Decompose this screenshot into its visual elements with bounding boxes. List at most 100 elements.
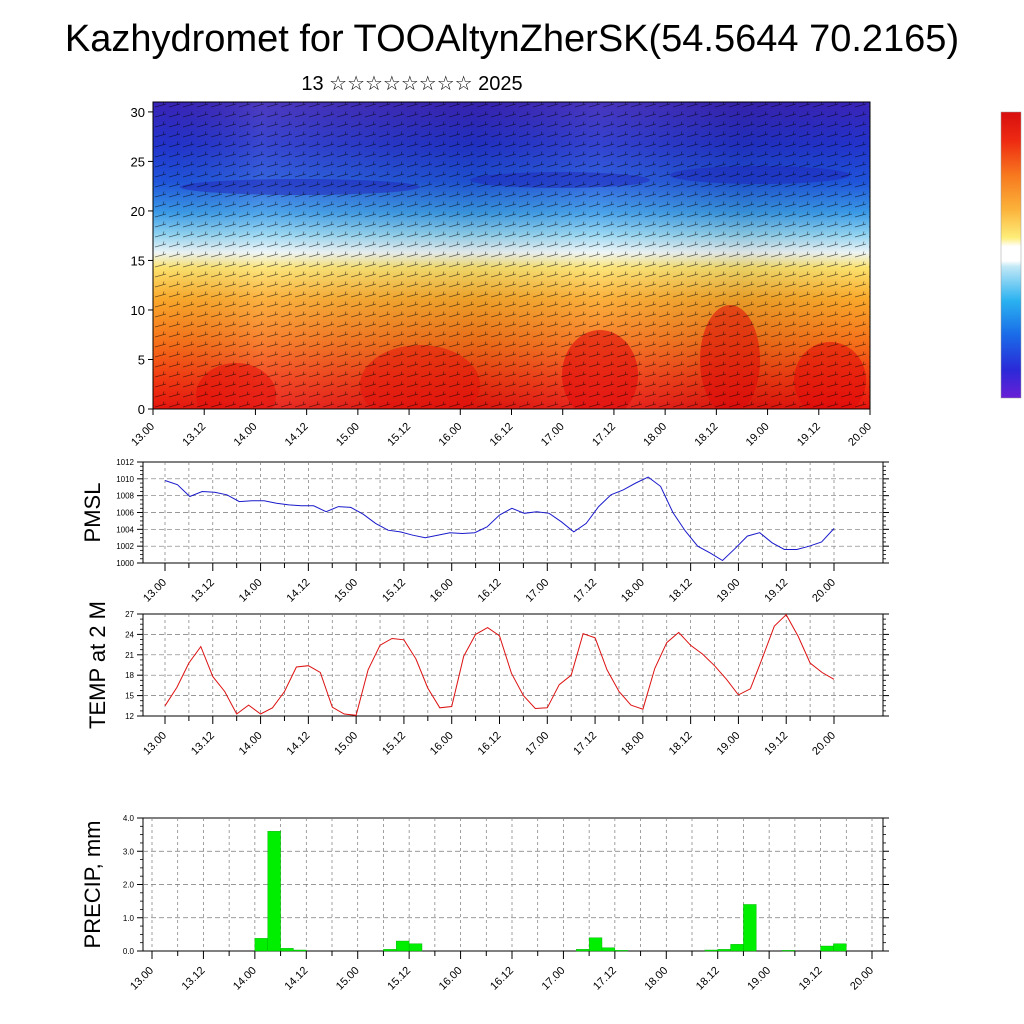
x-tick-label: 16.12 [476,730,504,758]
precip-bar [743,904,757,952]
y-tick-label: 0.0 [123,947,135,956]
x-tick-label: 13.00 [141,730,169,758]
y-tick-label: 1004 [116,525,134,534]
x-tick-label: 15.00 [334,421,362,449]
x-tick-label: 18.00 [641,421,669,449]
x-tick-label: 13.12 [189,577,217,605]
x-tick-label: 15.00 [332,577,360,605]
y-tick-label: 24 [125,630,134,639]
y-tick-label: 3.0 [123,847,135,856]
y-tick-label: 15 [125,692,134,701]
precip-bar [588,937,603,952]
chart-subtitle: 13 ☆☆☆☆☆☆☆☆ 2025 [301,73,523,95]
x-tick-label: 19.00 [715,730,743,758]
y-tick-label: 12 [125,712,134,721]
precip-bar [408,943,423,952]
panel-frame [142,613,884,717]
y-tick-label: 27 [125,610,134,619]
y-tick-label: 18 [125,671,134,680]
y-tick-label: 0 [138,402,145,417]
x-tick-label: 15.12 [385,421,413,449]
y-tick-label: 30 [131,105,145,120]
x-tick-label: 14.12 [285,577,313,605]
precip-bar [576,949,590,952]
y-tick-label: 1006 [116,509,134,518]
x-tick-label: 14.00 [237,730,265,758]
y-axis-label: TEMP at 2 M [85,601,110,729]
x-tick-label: 18.12 [694,965,722,993]
precip-bar [254,938,268,952]
x-tick-label: 17.12 [591,965,619,993]
series-line [164,476,835,562]
x-tick-label: 16.00 [428,577,456,605]
y-tick-label: 1002 [116,542,134,551]
precip-bar [833,943,847,952]
y-tick-label: 5 [138,352,145,367]
y-tick-label: 1010 [116,475,134,484]
y-tick-label: 20 [131,204,145,219]
x-tick-label: 14.12 [285,730,313,758]
x-tick-label: 19.00 [715,577,743,605]
precip-bar [601,947,616,952]
x-tick-label: 17.00 [523,577,551,605]
x-tick-label: 13.00 [128,965,156,993]
x-tick-label: 13.12 [180,965,208,993]
x-tick-label: 20.00 [846,421,874,449]
y-axis-label: PMSL [80,483,105,543]
x-tick-label: 16.00 [437,965,465,993]
precip-bar [730,944,744,952]
x-tick-label: 17.00 [523,730,551,758]
x-tick-label: 18.00 [642,965,670,993]
y-tick-label: 1000 [116,559,134,568]
x-tick-label: 18.00 [619,577,647,605]
x-tick-label: 14.00 [231,965,259,993]
x-tick-label: 13.00 [141,577,169,605]
x-tick-label: 13.12 [189,730,217,758]
x-tick-label: 14.12 [283,421,311,449]
x-tick-label: 19.00 [744,421,772,449]
x-tick-label: 17.12 [571,577,599,605]
y-tick-label: 1008 [116,492,134,501]
x-tick-label: 15.00 [332,730,360,758]
x-tick-label: 15.12 [380,577,408,605]
warm-cells [153,102,870,409]
x-tick-label: 15.00 [334,965,362,993]
x-tick-label: 19.12 [795,421,823,449]
y-tick-label: 2.0 [123,881,135,890]
x-tick-label: 15.12 [380,730,408,758]
x-tick-label: 20.00 [848,965,876,993]
precip-bar [280,948,294,952]
x-tick-label: 19.00 [745,965,773,993]
cross-section-panel [152,101,871,410]
x-tick-label: 16.12 [488,965,516,993]
y-tick-label: 21 [125,651,134,660]
x-tick-label: 19.12 [797,965,825,993]
precip-bar [267,831,281,952]
x-tick-label: 17.12 [590,421,618,449]
x-tick-label: 19.12 [762,730,790,758]
x-tick-label: 14.00 [237,577,265,605]
x-tick-label: 20.00 [810,577,838,605]
precip-bar [820,945,834,952]
y-tick-label: 1.0 [123,914,135,923]
colorbar [1000,111,1022,399]
precip-bar [781,950,796,952]
precip-bar [293,949,307,952]
x-tick-label: 14.12 [282,965,310,993]
x-tick-label: 18.12 [667,730,695,758]
precip-bar [717,949,731,952]
x-tick-label: 15.12 [385,965,413,993]
x-tick-label: 13.12 [180,421,208,449]
y-tick-label: 4.0 [123,814,135,823]
x-tick-label: 18.12 [667,577,695,605]
series-line [164,613,835,716]
chart-title: Kazhydromet for TOOAltynZherSK(54.5644 7… [64,18,960,60]
precip-bar [383,949,397,952]
precip-bar [704,949,718,952]
x-tick-label: 16.12 [488,421,516,449]
y-tick-label: 1012 [116,458,134,467]
y-tick-label: 15 [131,253,145,268]
precip-bar [396,940,410,952]
x-tick-label: 16.12 [476,577,504,605]
